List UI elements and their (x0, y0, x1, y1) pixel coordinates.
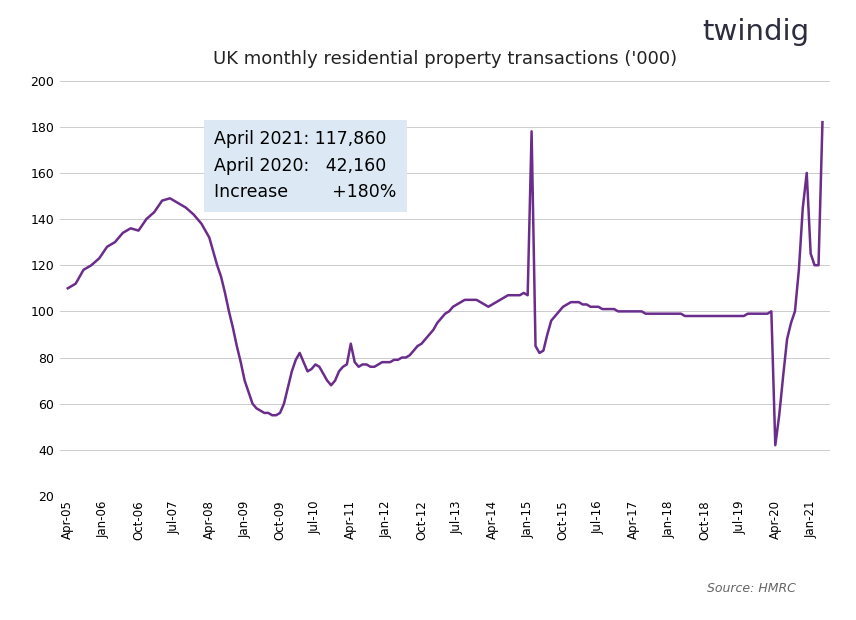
Text: April 2021: 117,860
April 2020:   42,160
Increase        +180%: April 2021: 117,860 April 2020: 42,160 I… (214, 130, 396, 202)
Text: Source: HMRC: Source: HMRC (707, 582, 796, 595)
Text: twindig: twindig (702, 19, 809, 46)
Title: UK monthly residential property transactions ('000): UK monthly residential property transact… (213, 50, 677, 68)
